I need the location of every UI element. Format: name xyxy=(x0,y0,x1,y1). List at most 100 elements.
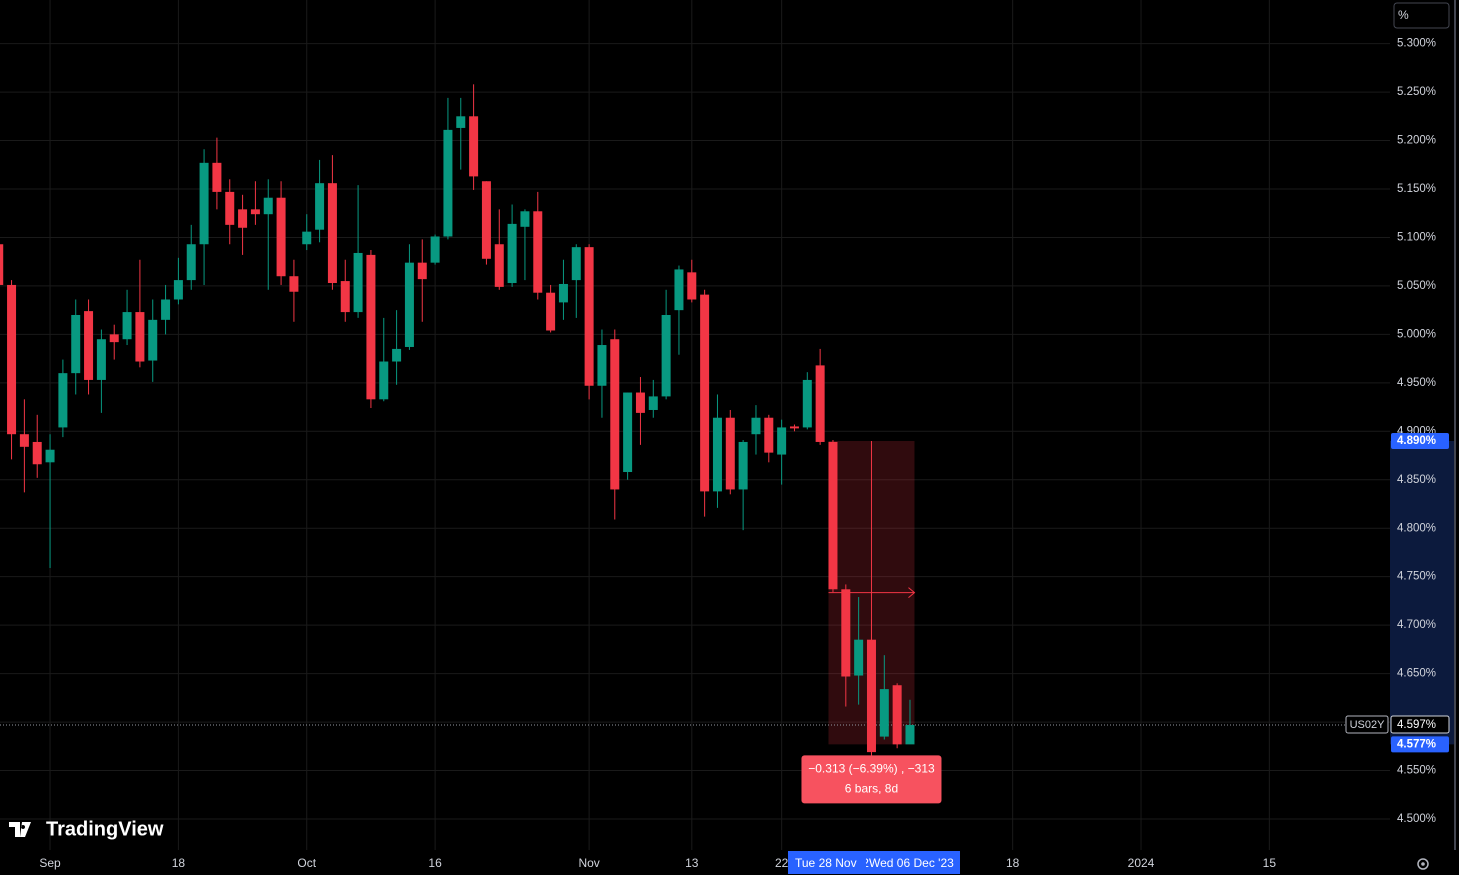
candle-body xyxy=(815,365,825,442)
price-marker xyxy=(1391,736,1449,753)
x-tick-label: 13 xyxy=(685,856,699,870)
candle-body xyxy=(905,724,915,745)
candle-body xyxy=(225,191,235,225)
candle-body xyxy=(327,183,337,284)
date-to: Wed 06 Dec '23 xyxy=(869,856,954,870)
settings-icon-dot xyxy=(1421,862,1425,866)
candle-body xyxy=(315,183,325,230)
x-tick-label: 18 xyxy=(172,856,186,870)
price-marker-label: 4.890% xyxy=(1397,435,1436,447)
price-marker-label: 4.597% xyxy=(1397,719,1436,731)
candle-body xyxy=(379,361,389,400)
candle-body xyxy=(109,334,119,343)
candle-body xyxy=(71,314,81,374)
x-tick-label: 15 xyxy=(1263,856,1277,870)
date-from: Tue 28 Nov '2 xyxy=(795,856,869,870)
candle-body xyxy=(366,254,376,400)
candle-body xyxy=(854,639,864,676)
candle-body xyxy=(122,312,132,340)
symbol-label-box xyxy=(1345,715,1389,734)
candle-body xyxy=(340,281,350,313)
x-tick-label: Oct xyxy=(297,856,316,870)
candle-body xyxy=(725,417,735,490)
measure-detail: 6 bars, 8d xyxy=(845,782,898,796)
candle-body xyxy=(469,116,479,177)
settings-icon[interactable] xyxy=(1417,858,1429,870)
scale-mode-box[interactable] xyxy=(1393,2,1450,29)
candle-body xyxy=(507,223,517,284)
candle-body xyxy=(623,392,633,473)
candle-body xyxy=(738,441,748,490)
candle-body xyxy=(135,312,145,362)
candle-body xyxy=(353,252,363,313)
date-range-box xyxy=(788,851,960,874)
candle-body xyxy=(789,426,799,429)
candle-body xyxy=(494,244,504,287)
candle-body xyxy=(0,244,4,285)
candle-body xyxy=(148,319,158,361)
y-tick-label: 5.000% xyxy=(1397,328,1436,340)
candle-body xyxy=(558,283,568,303)
candle-body xyxy=(533,211,543,293)
candle-body xyxy=(392,348,402,362)
x-tick-label: 16 xyxy=(428,856,442,870)
symbol-label: US02Y xyxy=(1350,719,1386,731)
logo[interactable]: TradingView xyxy=(9,818,164,840)
measure-arrow xyxy=(908,587,916,599)
y-tick-label: 4.800% xyxy=(1397,522,1436,534)
candle-body xyxy=(777,427,787,455)
candle-body xyxy=(546,292,556,331)
price-marker xyxy=(1390,715,1450,734)
y-tick-label: 4.850% xyxy=(1397,474,1436,486)
measure-tooltip xyxy=(801,755,942,804)
y-tick-label: 5.200% xyxy=(1397,135,1436,147)
y-tick-label: 5.300% xyxy=(1397,38,1436,50)
y-tick-label: 4.750% xyxy=(1397,571,1436,583)
y-tick-label: 5.050% xyxy=(1397,280,1436,292)
x-tick-label: 2024 xyxy=(1128,856,1155,870)
candle-body xyxy=(687,272,697,300)
x-tick-label: Sep xyxy=(39,856,61,870)
candle-body xyxy=(520,211,530,227)
y-tick-label: 4.500% xyxy=(1397,813,1436,825)
candle-body xyxy=(7,284,17,435)
y-tick-label: 5.250% xyxy=(1397,86,1436,98)
x-tick-label: 18 xyxy=(1006,856,1020,870)
candle-body xyxy=(892,685,902,745)
candle-body xyxy=(417,262,427,280)
candle-body xyxy=(302,231,312,245)
candle-body xyxy=(32,441,42,465)
candle-body xyxy=(96,339,106,380)
logo-text: TradingView xyxy=(46,818,164,840)
candle-body xyxy=(674,269,684,311)
y-tick-label: 5.150% xyxy=(1397,183,1436,195)
y-tick-label: 4.550% xyxy=(1397,765,1436,777)
candle-body xyxy=(58,373,68,428)
x-tick-label: Nov xyxy=(578,856,599,870)
candle-body xyxy=(635,392,645,413)
candle-body xyxy=(597,345,607,386)
y-tick-label: 4.650% xyxy=(1397,668,1436,680)
candle-body xyxy=(263,197,273,215)
y-tick-label: 4.700% xyxy=(1397,619,1436,631)
candle-body xyxy=(238,209,248,228)
candle-body xyxy=(430,236,440,263)
candle-body xyxy=(648,396,658,410)
candle-body xyxy=(879,689,889,737)
candle-body xyxy=(443,129,453,237)
candle-body xyxy=(764,417,774,453)
candle-body xyxy=(751,417,761,435)
price-marker xyxy=(1391,432,1449,449)
x-tick-label: 22 xyxy=(775,856,789,870)
y-tick-label: 5.100% xyxy=(1397,231,1436,243)
candle-body xyxy=(276,197,286,277)
date-divider xyxy=(860,852,866,873)
candle-body xyxy=(84,311,94,380)
candle-body xyxy=(700,294,710,492)
candle-body xyxy=(250,209,260,215)
candle-body xyxy=(199,162,209,245)
candle-body xyxy=(661,314,671,397)
scale-mode[interactable]: % xyxy=(1398,8,1409,22)
